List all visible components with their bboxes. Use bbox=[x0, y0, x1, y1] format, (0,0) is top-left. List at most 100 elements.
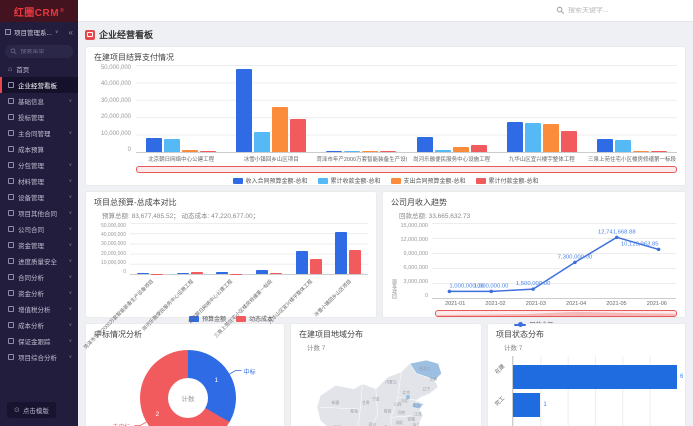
bar[interactable] bbox=[164, 139, 181, 152]
sidebar-item-资金分析[interactable]: 资金分析 ∨ bbox=[0, 285, 78, 301]
y-tick-label: 40,000,000 bbox=[100, 81, 131, 88]
x-axis-label: 三泉上苑住宅小区楼房修缮第一标段 bbox=[587, 157, 676, 163]
bar[interactable] bbox=[290, 118, 307, 152]
bar-group bbox=[249, 223, 289, 274]
bar[interactable] bbox=[506, 122, 523, 152]
bottom-badge[interactable]: ⊙ 点击模版 bbox=[7, 402, 56, 418]
sidebar-item-主合同管理[interactable]: 主合同管理 ∨ bbox=[0, 125, 78, 141]
bar[interactable] bbox=[380, 151, 397, 152]
chart-subtitle: 计数 7 bbox=[504, 345, 523, 352]
bar[interactable] bbox=[254, 132, 271, 152]
sidebar-item-增值税分析[interactable]: 增值税分析 ∨ bbox=[0, 301, 78, 317]
bar[interactable] bbox=[362, 151, 379, 152]
hbar-row: 1 bbox=[513, 393, 677, 417]
chevron-down-icon: ∨ bbox=[68, 322, 72, 327]
sidebar-item-公司合同[interactable]: 公司合同 ∨ bbox=[0, 221, 78, 237]
data-point[interactable] bbox=[447, 289, 452, 294]
legend-item[interactable]: 动态成本 bbox=[236, 314, 273, 323]
bar[interactable] bbox=[309, 259, 322, 274]
sidebar-item-材料管理[interactable]: 材料管理 ∨ bbox=[0, 173, 78, 189]
sidebar-search-input[interactable] bbox=[20, 48, 68, 55]
topbar-search-input[interactable] bbox=[568, 7, 638, 14]
folder-icon bbox=[8, 130, 14, 136]
chart-title: 公司月收入趋势 bbox=[391, 198, 447, 207]
province-label: 宁夏 bbox=[372, 397, 380, 402]
bar[interactable] bbox=[470, 144, 487, 152]
bar[interactable] bbox=[335, 232, 348, 274]
bar[interactable] bbox=[596, 138, 613, 152]
chevron-down-icon: ∨ bbox=[68, 354, 72, 359]
bar[interactable] bbox=[136, 272, 149, 274]
donut-ring[interactable]: 计数 bbox=[140, 350, 236, 426]
sidebar-item-项目其他合同[interactable]: 项目其他合同 ∨ bbox=[0, 205, 78, 221]
sidebar-item-成本预算[interactable]: 成本预算 bbox=[0, 141, 78, 157]
bar[interactable] bbox=[632, 151, 649, 152]
bar[interactable] bbox=[200, 151, 217, 152]
sidebar-item-资金管理[interactable]: 资金管理 ∨ bbox=[0, 237, 78, 253]
bar[interactable] bbox=[344, 151, 361, 152]
bar[interactable] bbox=[236, 69, 253, 152]
bar[interactable] bbox=[349, 250, 362, 274]
bar[interactable] bbox=[513, 393, 541, 417]
sidebar-item-保证金跟踪[interactable]: 保证金跟踪 ∨ bbox=[0, 333, 78, 349]
bar[interactable] bbox=[182, 150, 199, 152]
sidebar-item-首页[interactable]: ⌂ 首页 bbox=[0, 61, 78, 77]
province-label: 甘肃 bbox=[362, 400, 370, 405]
sidebar-item-企业经营看板[interactable]: 企业经营看板 bbox=[0, 77, 78, 93]
data-point[interactable] bbox=[489, 289, 494, 294]
bar[interactable] bbox=[416, 137, 433, 152]
bar-group bbox=[587, 65, 677, 152]
legend-item[interactable]: 收入合同预算金额-总和 bbox=[232, 176, 308, 185]
bar[interactable] bbox=[176, 272, 189, 274]
datazoom-slider[interactable] bbox=[136, 166, 677, 173]
province-label: 青海 bbox=[350, 408, 358, 413]
sidebar-search[interactable] bbox=[5, 45, 73, 58]
bar-group bbox=[316, 65, 406, 152]
sidebar-item-投标管理[interactable]: 投标管理 bbox=[0, 109, 78, 125]
bar[interactable] bbox=[146, 138, 163, 152]
topbar-search[interactable] bbox=[556, 6, 638, 15]
bar[interactable] bbox=[452, 146, 469, 152]
data-point[interactable] bbox=[531, 287, 535, 291]
registered-mark: ® bbox=[60, 8, 65, 14]
legend-item[interactable]: 累计付款金额-总和 bbox=[475, 176, 539, 185]
data-point[interactable] bbox=[614, 235, 619, 240]
bar[interactable] bbox=[524, 123, 541, 152]
logo[interactable]: 红圈CRM ® bbox=[0, 0, 78, 22]
legend-item[interactable]: 支出合同预算金额-总和 bbox=[390, 176, 466, 185]
x-axis-label: 2021-01 bbox=[445, 301, 466, 307]
sidebar-item-label: 基础信息 bbox=[18, 99, 44, 106]
datazoom-slider[interactable] bbox=[435, 310, 677, 317]
sidebar-item-分包管理[interactable]: 分包管理 ∨ bbox=[0, 157, 78, 173]
legend-item[interactable]: 累计收款金额-总和 bbox=[317, 176, 381, 185]
sidebar-item-设备管理[interactable]: 设备管理 ∨ bbox=[0, 189, 78, 205]
bar[interactable] bbox=[614, 140, 631, 152]
bar[interactable] bbox=[216, 271, 229, 274]
sidebar-item-合同分析[interactable]: 合同分析 ∨ bbox=[0, 269, 78, 285]
bar[interactable] bbox=[326, 151, 343, 152]
sidebar-item-项目综合分析[interactable]: 项目综合分析 ∨ bbox=[0, 349, 78, 365]
folder-icon bbox=[8, 178, 14, 184]
data-label: 7,300,000.00 bbox=[558, 254, 593, 260]
bar[interactable] bbox=[560, 131, 577, 152]
legend-item[interactable]: 预算金额 bbox=[188, 314, 226, 323]
bar[interactable] bbox=[513, 365, 677, 389]
china-map[interactable]: 新疆西藏青海甘肃宁夏内蒙古黑龙江吉林辽宁北京河北山西山东陕西河南江苏安徽湖北四川… bbox=[302, 355, 470, 426]
project-selector[interactable]: 项目管理系... ∨ « bbox=[0, 22, 78, 42]
sidebar-item-进度质量安全[interactable]: 进度质量安全 ∨ bbox=[0, 253, 78, 269]
bar[interactable] bbox=[650, 151, 667, 152]
bar[interactable] bbox=[255, 269, 268, 274]
bar[interactable] bbox=[434, 149, 451, 152]
bar[interactable] bbox=[295, 250, 308, 274]
bar[interactable] bbox=[542, 124, 559, 152]
data-point[interactable] bbox=[656, 247, 661, 252]
bar[interactable] bbox=[269, 273, 282, 274]
bar[interactable] bbox=[272, 106, 289, 152]
data-point[interactable] bbox=[573, 260, 577, 265]
sidebar-item-基础信息[interactable]: 基础信息 ∨ bbox=[0, 93, 78, 109]
sidebar-item-成本分析[interactable]: 成本分析 ∨ bbox=[0, 317, 78, 333]
legend-label: 预算金额 bbox=[201, 317, 226, 323]
bar[interactable] bbox=[190, 271, 203, 274]
data-label: 12,741,668.88 bbox=[598, 229, 636, 235]
collapse-sidebar-icon[interactable]: « bbox=[68, 27, 73, 37]
